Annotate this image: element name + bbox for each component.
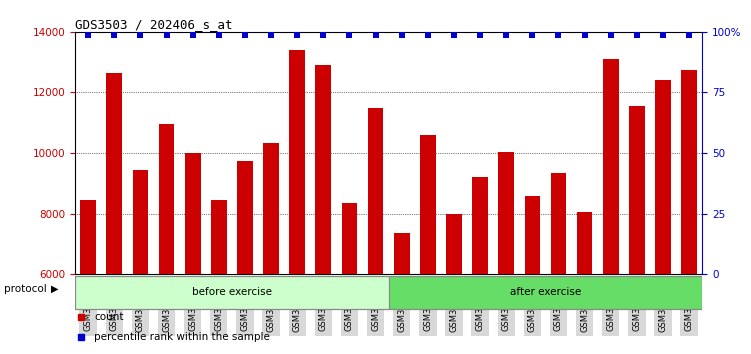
- Bar: [185, 153, 201, 354]
- Point: [82, 33, 94, 38]
- Point: [553, 33, 565, 38]
- Text: count: count: [94, 312, 123, 321]
- Point: [631, 33, 643, 38]
- Bar: [107, 73, 122, 354]
- Bar: [237, 161, 253, 354]
- Point: [396, 33, 408, 38]
- Point: [213, 33, 225, 38]
- Point: [500, 33, 512, 38]
- Bar: [264, 143, 279, 354]
- Text: before exercise: before exercise: [192, 287, 272, 297]
- Bar: [389, 276, 702, 309]
- Bar: [75, 276, 389, 309]
- Point: [474, 33, 486, 38]
- Bar: [211, 200, 227, 354]
- Bar: [368, 108, 384, 354]
- Bar: [342, 203, 357, 354]
- Bar: [80, 200, 96, 354]
- Point: [265, 33, 277, 38]
- Bar: [681, 70, 697, 354]
- Bar: [289, 50, 305, 354]
- Bar: [577, 212, 593, 354]
- Bar: [603, 59, 619, 354]
- Point: [448, 33, 460, 38]
- Bar: [550, 173, 566, 354]
- Point: [239, 33, 251, 38]
- Bar: [655, 80, 671, 354]
- Bar: [158, 124, 174, 354]
- Text: ▶: ▶: [51, 284, 59, 294]
- Text: percentile rank within the sample: percentile rank within the sample: [94, 332, 270, 342]
- Point: [318, 33, 330, 38]
- Point: [134, 33, 146, 38]
- Point: [187, 33, 199, 38]
- Point: [161, 33, 173, 38]
- Point: [108, 33, 120, 38]
- Bar: [446, 214, 462, 354]
- Point: [422, 33, 434, 38]
- Point: [578, 33, 590, 38]
- Bar: [394, 233, 409, 354]
- Bar: [420, 135, 436, 354]
- Point: [526, 33, 538, 38]
- Text: after exercise: after exercise: [510, 287, 581, 297]
- Point: [605, 33, 617, 38]
- Bar: [472, 177, 488, 354]
- Text: protocol: protocol: [4, 284, 47, 294]
- Bar: [524, 195, 540, 354]
- Point: [369, 33, 382, 38]
- Point: [657, 33, 669, 38]
- Bar: [499, 152, 514, 354]
- Point: [343, 33, 355, 38]
- Text: GDS3503 / 202406_s_at: GDS3503 / 202406_s_at: [75, 18, 233, 31]
- Bar: [315, 65, 331, 354]
- Bar: [629, 106, 644, 354]
- Bar: [133, 170, 148, 354]
- Point: [291, 33, 303, 38]
- Point: [683, 33, 695, 38]
